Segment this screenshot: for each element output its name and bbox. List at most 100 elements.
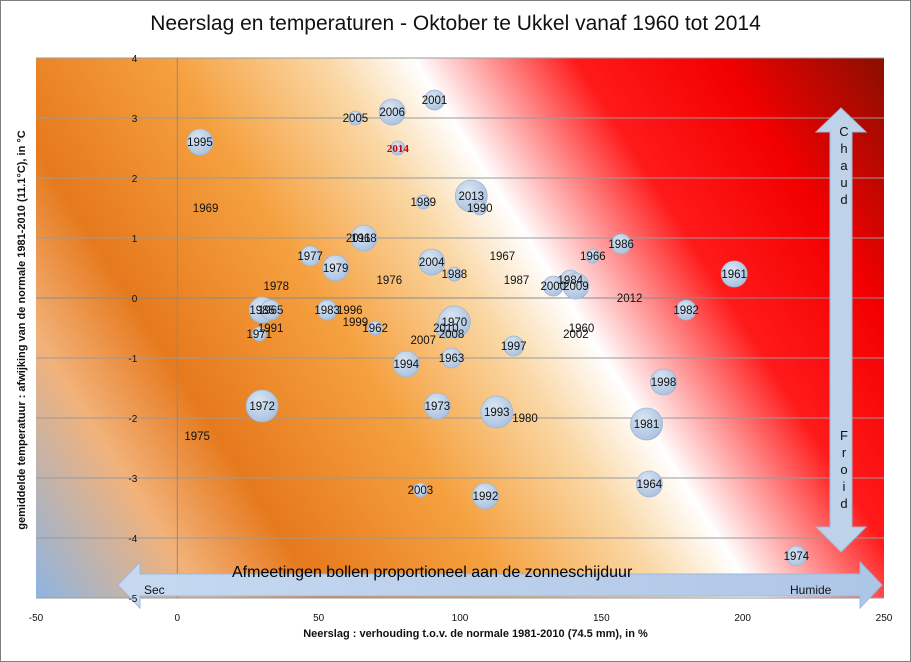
- bubble-2003: [413, 482, 428, 498]
- point-label-1975: 1975: [184, 431, 210, 443]
- point-label-1997: 1997: [501, 341, 527, 353]
- point-label-1985: 1985: [249, 305, 275, 317]
- point-label-1990: 1990: [467, 203, 493, 215]
- point-label-2002: 2002: [563, 329, 589, 341]
- chaud-letter: u: [840, 175, 848, 190]
- point-label-1996: 1996: [337, 305, 363, 317]
- bubble-1982: [675, 299, 697, 321]
- vertical-arrow: [814, 107, 868, 553]
- point-label-1980: 1980: [512, 413, 538, 425]
- y-tick-label: -5: [128, 594, 137, 605]
- bubble-1979: [322, 254, 350, 282]
- direction-arrows: [117, 107, 883, 610]
- point-label-1973: 1973: [425, 401, 451, 413]
- y-tick-label: -4: [128, 534, 137, 545]
- bubble-1965: [260, 299, 282, 321]
- point-label-2005: 2005: [343, 113, 369, 125]
- point-label-1968: 1968: [351, 233, 377, 245]
- point-label-1988: 1988: [442, 269, 468, 281]
- point-label-2008: 2008: [439, 329, 465, 341]
- bubble-1977: [299, 245, 321, 267]
- point-label-2001: 2001: [422, 95, 448, 107]
- point-label-2009: 2009: [563, 281, 589, 293]
- chaud-letter: d: [840, 192, 848, 207]
- bubble-1995: [186, 128, 214, 156]
- point-label-2010: 2010: [433, 323, 459, 335]
- point-label-1984: 1984: [557, 275, 583, 287]
- bubble-1986: [610, 233, 632, 255]
- chaud-letter: a: [840, 158, 848, 173]
- point-label-1982: 1982: [673, 305, 699, 317]
- bubble-1973: [423, 392, 451, 420]
- bubble-1968: [350, 224, 378, 252]
- bubble-1988: [446, 266, 462, 282]
- point-label-1987: 1987: [504, 275, 530, 287]
- point-label-1970: 1970: [442, 317, 468, 329]
- point-label-1972: 1972: [249, 401, 275, 413]
- point-label-1965: 1965: [258, 305, 284, 317]
- bubble-2005: [348, 110, 363, 126]
- bubble-1993: [480, 395, 514, 429]
- tick-labels: -5 -4 -3 -2 -1 0 1 2 3 4 -50 0 50 100 150 200 250: [29, 54, 893, 624]
- froid-letter: d: [840, 496, 848, 511]
- bubble-1981: [630, 407, 663, 441]
- y-tick-label: 4: [132, 54, 138, 65]
- horizontal-arrow: [117, 560, 883, 610]
- point-label-1966: 1966: [580, 251, 606, 263]
- y-tick-label: -2: [128, 414, 137, 425]
- froid-letter: o: [840, 462, 848, 477]
- y-tick-label: 0: [132, 294, 138, 305]
- point-label-2012: 2012: [617, 293, 643, 305]
- bubble-1997: [503, 335, 525, 357]
- point-label-1969: 1969: [193, 203, 219, 215]
- point-label-1961: 1961: [721, 269, 747, 281]
- bubble-1971: [251, 326, 267, 342]
- bubbles: [186, 89, 807, 567]
- bubble-1974: [785, 545, 807, 567]
- point-label-1992: 1992: [473, 491, 499, 503]
- y-tick-label: -1: [128, 354, 137, 365]
- x-tick-label: 100: [452, 613, 469, 624]
- point-label-2006: 2006: [379, 107, 405, 119]
- bubble-1990: [472, 200, 488, 216]
- point-label-1999: 1999: [343, 317, 369, 329]
- point-label-2003: 2003: [408, 485, 434, 497]
- y-tick-label: 2: [132, 174, 138, 185]
- point-label-1991: 1991: [258, 323, 284, 335]
- point-label-1981: 1981: [634, 419, 660, 431]
- point-label-1963: 1963: [439, 353, 465, 365]
- point-label-2014: 2014: [387, 143, 410, 155]
- bubble-1970: [437, 305, 471, 339]
- arrow-label-sec: Sec: [144, 583, 165, 597]
- point-label-1978: 1978: [263, 281, 289, 293]
- x-tick-label: -50: [29, 613, 44, 624]
- bubble-1998: [650, 368, 677, 396]
- point-label-1971: 1971: [247, 329, 273, 341]
- froid-letter: F: [840, 428, 848, 443]
- x-tick-label: 0: [175, 613, 181, 624]
- bubble-2006: [378, 98, 406, 126]
- bubble-2001: [424, 89, 445, 111]
- point-label-1967: 1967: [490, 251, 516, 263]
- froid-letter: r: [841, 445, 847, 460]
- bubble-1972: [245, 389, 279, 423]
- point-label-2004: 2004: [419, 257, 445, 269]
- point-label-1989: 1989: [410, 197, 436, 209]
- x-tick-label: 250: [876, 613, 893, 624]
- arrow-label-humide: Humide: [790, 583, 832, 597]
- chart-title: Neerslag en temperaturen - Oktober te Uk…: [150, 12, 761, 35]
- point-label-2000: 2000: [540, 281, 566, 293]
- point-label-2013: 2013: [459, 191, 485, 203]
- bubble-1964: [635, 470, 663, 498]
- point-label-1974: 1974: [784, 551, 810, 563]
- point-label-1994: 1994: [393, 359, 419, 371]
- point-label-1998: 1998: [651, 377, 677, 389]
- bubble-2014: [390, 140, 406, 156]
- point-label-1964: 1964: [637, 479, 663, 491]
- bubble-1994: [392, 350, 420, 378]
- point-label-1977: 1977: [297, 251, 323, 263]
- x-tick-label: 50: [313, 613, 325, 624]
- point-label-1986: 1986: [608, 239, 634, 251]
